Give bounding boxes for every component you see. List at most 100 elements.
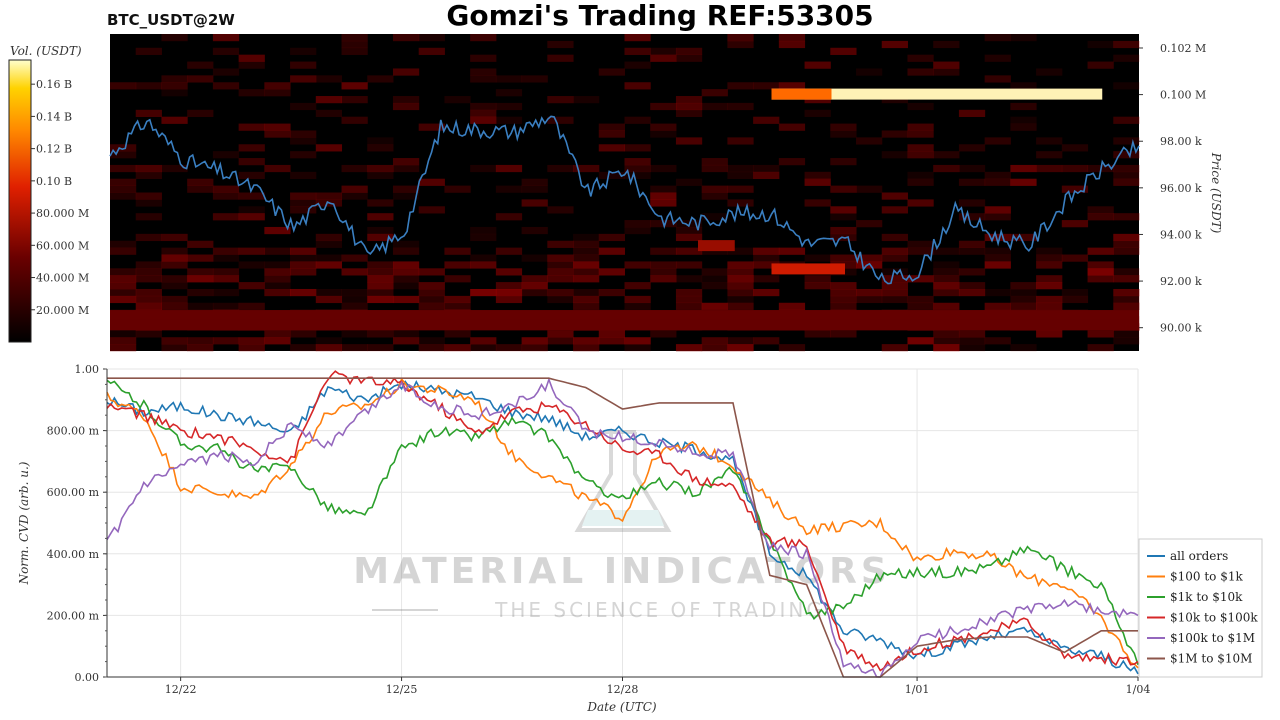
heat-cell [521,199,548,207]
heat-cell [984,75,1011,83]
heat-cell [418,123,445,131]
heat-cell [727,261,754,269]
heat-cell [881,344,908,352]
heat-cell [161,233,188,242]
heat-cell [1113,295,1140,304]
heat-cell [727,185,754,193]
heat-cell [110,240,137,248]
heat-cell [958,213,986,221]
heat-cell [907,247,934,255]
heat-cell [187,268,214,276]
price-tick-label: 98.00 k [1160,135,1202,148]
heat-cell [341,96,368,104]
heat-cell [1010,123,1037,131]
heat-cell [521,344,548,352]
heat-cell [238,213,265,221]
heat-cell [1061,295,1089,304]
heat-cell [315,240,343,248]
heat-cell [958,178,986,186]
heat-cell [110,330,137,338]
colorbar-tick-label: 0.16 B [36,78,72,91]
heat-cell [367,330,394,338]
heat-cell [727,164,754,173]
heat-cell [547,96,574,104]
heat-cell [212,192,240,200]
heat-cell [753,116,780,124]
heat-cell [315,288,343,297]
heat-cell [290,247,317,255]
heat-cell [907,144,934,152]
heat-cell [933,275,960,283]
price-axis-ticks: 0.102 M 0.100 M 98.00 k 96.00 k 94.00 k 92.00… [1139,42,1206,335]
heat-cell [495,213,523,221]
heat-cell [470,68,497,76]
legend-entry: $1M to $10M [1170,652,1252,666]
heat-cell [238,261,265,269]
heat-cell [264,82,291,90]
cvd-y-tick-label: 200.00 m [47,609,100,622]
heat-cell [573,302,600,310]
heat-cell [907,240,934,248]
heat-cell [675,137,703,145]
heat-cell [701,275,728,283]
heat-cell [212,213,240,221]
heat-cell [341,268,368,276]
legend-box [1138,538,1263,678]
heat-cell [187,240,214,248]
heat-cell [675,288,703,297]
heat-cell [778,123,806,131]
heat-cell [161,254,188,262]
heat-cell [984,178,1011,186]
heat-cell [1010,233,1037,242]
heat-cell [392,247,420,255]
heat-cell [573,240,600,248]
heat-cell [392,192,420,200]
heat-cell [727,40,754,49]
heat-cell [881,282,908,290]
heat-cell [830,288,857,297]
cvd-x-tick-label: 1/04 [1126,683,1151,696]
heat-cell [315,254,343,262]
heat-cell [933,337,960,345]
heat-cell [804,171,831,180]
heat-cell [392,96,420,104]
price-axis-label: Price (USDT) [1209,152,1223,234]
heat-cell [495,282,523,290]
heat-cell [907,102,934,111]
colorbar-tick-label: 20.000 M [36,304,89,317]
heat-cell [290,288,317,297]
heat-cell [958,344,986,352]
heat-cell [624,282,651,290]
heat-cell [804,330,831,338]
heat-cell [110,82,137,90]
heat-cell [444,247,471,255]
heat-cell [804,275,831,283]
heat-cell [598,123,625,131]
heat-cell [675,109,703,117]
heat-cell [675,344,703,352]
heat-cell [212,68,240,76]
heat-cell [881,295,908,304]
heat-cell [238,282,265,290]
heat-cell [135,199,162,207]
heat-cell [830,213,857,221]
heat-cell [1061,288,1089,297]
heat-cell [187,302,214,310]
heat-cell [624,337,651,345]
heat-cell [675,54,703,62]
cvd-y-tick-label: 0.00 [75,671,100,684]
heat-cell [495,89,523,97]
heat-cell [1010,116,1037,124]
liquidity-wall-head [771,88,832,100]
heat-cell [392,282,420,290]
heat-cell [1010,295,1037,304]
heat-cell [1087,344,1114,352]
liquidity-wall [110,310,1139,322]
heat-cell [264,123,291,131]
cvd-series-line [106,380,1139,675]
heat-cell [187,288,214,297]
heat-cell [1010,82,1037,90]
heat-cell [521,254,548,262]
heat-cell [907,295,934,304]
